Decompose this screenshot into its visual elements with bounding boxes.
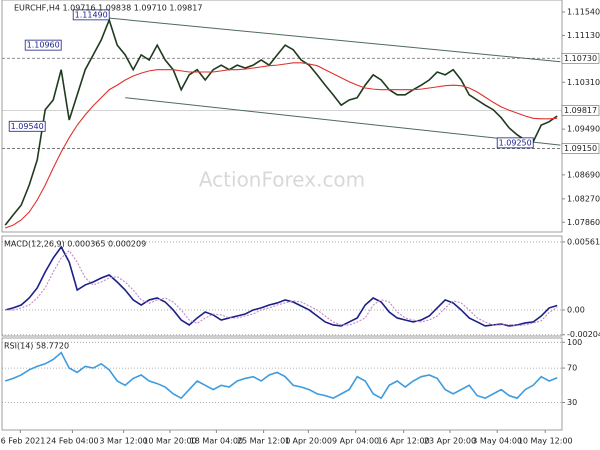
y-tick-label: 100 bbox=[567, 338, 582, 347]
y-tick-label: 1.11130 bbox=[567, 31, 600, 40]
y-tick-label: 1.07860 bbox=[567, 218, 600, 227]
watermark: ActionForex.com bbox=[199, 167, 365, 191]
panel bbox=[2, 17, 562, 229]
trendline bbox=[125, 97, 561, 146]
annotation-label: 1.09540 bbox=[11, 122, 44, 131]
x-tick-label: 18 Mar 04:00 bbox=[190, 437, 243, 446]
panel bbox=[2, 241, 562, 336]
series-line bbox=[4, 17, 558, 226]
annotation-box bbox=[496, 137, 534, 149]
level-label-box bbox=[561, 143, 600, 154]
x-tick-label: 9 Apr 04:00 bbox=[332, 437, 379, 446]
series-line bbox=[5, 245, 558, 327]
y-tick-label: 1.08690 bbox=[567, 170, 600, 179]
annotation-label: 1.10960 bbox=[27, 41, 60, 50]
y-tick-label: -0.002046 bbox=[567, 330, 600, 339]
x-tick-label: 25 Mar 12:00 bbox=[237, 437, 290, 446]
series-line bbox=[5, 62, 558, 229]
y-tick-label: 1.09490 bbox=[567, 125, 600, 134]
y-tick-label: 30 bbox=[567, 398, 577, 407]
panel-title: RSI(14) 58.7720 bbox=[4, 342, 69, 351]
y-tick-label: 0.00 bbox=[567, 305, 585, 314]
x-tick-label: 3 Mar 12:00 bbox=[99, 437, 147, 446]
x-tick-label: 16 Feb 2021 bbox=[0, 437, 45, 446]
annotation-label: 1.11490 bbox=[75, 10, 108, 19]
x-tick-label: 10 Mar 20:00 bbox=[143, 437, 196, 446]
level-label: 1.09150 bbox=[564, 144, 597, 153]
last-price-box bbox=[561, 105, 600, 116]
last-price-label: 1.09817 bbox=[564, 106, 597, 115]
y-tick-label: 1.10310 bbox=[567, 78, 600, 87]
annotation-box bbox=[8, 120, 46, 132]
x-tick-label: 3 May 04:00 bbox=[472, 437, 522, 446]
y-tick-label: 70 bbox=[567, 364, 577, 373]
panel-title: EURCHF,H4 1.09716 1.09838 1.09710 1.0981… bbox=[14, 4, 202, 13]
x-tick-label: 24 Feb 04:00 bbox=[46, 437, 98, 446]
annotation-label: 1.09250 bbox=[499, 138, 532, 147]
x-tick-label: 1 Apr 20:00 bbox=[285, 437, 332, 446]
level-label: 1.10730 bbox=[564, 54, 597, 63]
x-tick-label: 16 Apr 12:00 bbox=[378, 437, 430, 446]
level-label-box bbox=[561, 52, 600, 64]
trendline bbox=[105, 17, 561, 63]
panel bbox=[2, 341, 562, 403]
panel-frame bbox=[1, 337, 563, 431]
panel-frame bbox=[1, 235, 563, 337]
panel-frame bbox=[1, 0, 563, 233]
series-line bbox=[4, 351, 558, 400]
y-tick-label: 1.11540 bbox=[567, 8, 600, 17]
x-tick-label: 10 May 12:00 bbox=[518, 437, 573, 446]
y-tick-label: 1.08270 bbox=[567, 194, 600, 203]
y-tick-label: 0.005618 bbox=[567, 237, 600, 246]
panel-title: MACD(12,26,9) 0.000365 0.000209 bbox=[4, 240, 146, 249]
series-line bbox=[5, 249, 558, 327]
annotation-box bbox=[24, 39, 62, 51]
annotation-box bbox=[72, 9, 110, 21]
x-tick-label: 23 Apr 20:00 bbox=[424, 437, 476, 446]
